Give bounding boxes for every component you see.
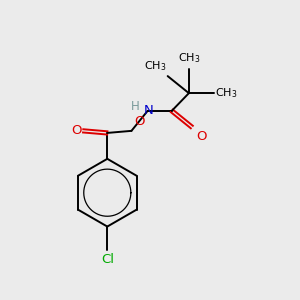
- Text: H: H: [131, 100, 140, 113]
- Text: N: N: [144, 104, 154, 117]
- Text: O: O: [196, 130, 207, 143]
- Text: CH$_3$: CH$_3$: [144, 59, 166, 73]
- Text: Cl: Cl: [101, 253, 114, 266]
- Text: CH$_3$: CH$_3$: [178, 51, 200, 64]
- Text: O: O: [71, 124, 82, 137]
- Text: CH$_3$: CH$_3$: [215, 86, 238, 100]
- Text: O: O: [134, 115, 145, 128]
